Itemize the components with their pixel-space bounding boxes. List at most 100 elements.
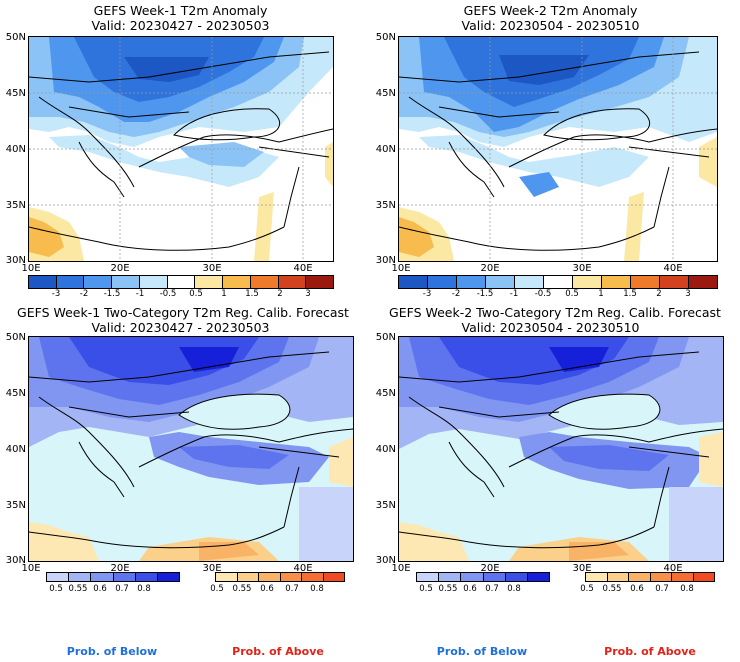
cbar-swatch bbox=[439, 573, 462, 581]
above-tick: 0.55 bbox=[232, 584, 252, 594]
cbar-swatch bbox=[195, 276, 224, 288]
panel-1-lon-40e: 40E bbox=[293, 263, 313, 274]
below-tick: 0.7 bbox=[115, 584, 129, 594]
cbar-swatch bbox=[306, 276, 334, 288]
panel-4-lon-40e: 40E bbox=[663, 563, 683, 574]
panel-1-lat-50n: 50N bbox=[5, 32, 26, 43]
panel-4-lon-30e: 30E bbox=[572, 563, 592, 574]
cbar-tick: 0.5 bbox=[189, 289, 203, 299]
cbar-tick: -3 bbox=[422, 289, 432, 299]
panel-1-anomaly-colorbar bbox=[28, 275, 334, 289]
panel-4-below-colorbar bbox=[416, 572, 550, 582]
panel-4-lat-40n: 40N bbox=[375, 444, 396, 455]
cbar-tick: 1.5 bbox=[623, 289, 637, 299]
panel-1-lon-20e: 20E bbox=[110, 263, 130, 274]
below-tick: 0.5 bbox=[49, 584, 63, 594]
panel-3-lon-40e: 40E bbox=[293, 563, 313, 574]
cbar-tick: 1 bbox=[221, 289, 227, 299]
cbar-swatch bbox=[223, 276, 251, 288]
panel-2-lat-50n: 50N bbox=[375, 32, 396, 43]
panel-1-lat-45n: 45N bbox=[5, 88, 26, 99]
below-tick: 0.8 bbox=[507, 584, 521, 594]
below-tick: 0.6 bbox=[93, 584, 107, 594]
below-tick: 0.55 bbox=[438, 584, 458, 594]
panel-2-lat-45n: 45N bbox=[375, 88, 396, 99]
cbar-swatch bbox=[139, 276, 168, 288]
cbar-tick: 0.5 bbox=[565, 289, 579, 299]
panel-4-valid: Valid: 20230504 - 20230510 bbox=[461, 320, 640, 335]
below-tick: 0.5 bbox=[419, 584, 433, 594]
cbar-swatch bbox=[457, 276, 486, 288]
cbar-tick: -0.5 bbox=[534, 289, 552, 299]
cbar-tick: 3 bbox=[305, 289, 311, 299]
panel-3-lat-30n: 30N bbox=[5, 555, 26, 566]
panel-3-valid: Valid: 20230427 - 20230503 bbox=[91, 320, 270, 335]
cbar-swatch bbox=[602, 276, 631, 288]
panel-2-map bbox=[398, 36, 718, 262]
cbar-swatch bbox=[157, 573, 180, 581]
panel-3-lon-20e: 20E bbox=[110, 563, 130, 574]
cbar-swatch bbox=[47, 573, 70, 581]
above-tick: 0.8 bbox=[310, 584, 324, 594]
cbar-tick: -1 bbox=[509, 289, 519, 299]
panel-3-lon-30e: 30E bbox=[202, 563, 222, 574]
cbar-swatch bbox=[650, 573, 672, 581]
cbar-swatch bbox=[428, 276, 457, 288]
cbar-swatch bbox=[629, 573, 651, 581]
above-tick: 0.55 bbox=[602, 584, 622, 594]
panel-1-title: GEFS Week-1 T2m Anomaly bbox=[93, 3, 268, 18]
cbar-tick: -1 bbox=[135, 289, 145, 299]
cbar-swatch bbox=[515, 276, 544, 288]
panel-1-lat-30n: 30N bbox=[5, 255, 26, 266]
panel-4-lon-20e: 20E bbox=[480, 563, 500, 574]
cbar-swatch bbox=[544, 276, 573, 288]
above-tick: 0.6 bbox=[630, 584, 644, 594]
panel-4-below-caption: Prob. of Below bbox=[436, 645, 528, 658]
cbar-swatch bbox=[417, 573, 440, 581]
cbar-swatch bbox=[607, 573, 629, 581]
cbar-swatch bbox=[29, 276, 57, 288]
cbar-swatch bbox=[505, 573, 528, 581]
panel-1-lat-35n: 35N bbox=[5, 200, 26, 211]
below-tick: 0.55 bbox=[68, 584, 88, 594]
cbar-swatch bbox=[69, 573, 92, 581]
cbar-tick: 1 bbox=[598, 289, 604, 299]
panel-1-lat-40n: 40N bbox=[5, 144, 26, 155]
panel-2-lon-40e: 40E bbox=[663, 263, 683, 274]
panel-3-below-caption: Prob. of Below bbox=[66, 645, 158, 658]
cbar-tick: -3 bbox=[51, 289, 61, 299]
panel-4-lat-50n: 50N bbox=[375, 332, 396, 343]
panel-2-anomaly-colorbar bbox=[398, 275, 718, 289]
above-tick: 0.6 bbox=[260, 584, 274, 594]
cbar-swatch bbox=[302, 573, 324, 581]
cbar-swatch bbox=[323, 573, 344, 581]
cbar-swatch bbox=[660, 276, 689, 288]
cbar-swatch bbox=[631, 276, 660, 288]
cbar-tick: -2 bbox=[79, 289, 89, 299]
panel-1-map bbox=[28, 36, 334, 262]
cbar-swatch bbox=[237, 573, 259, 581]
cbar-swatch bbox=[483, 573, 506, 581]
cbar-swatch bbox=[672, 573, 694, 581]
panel-3-above-caption: Prob. of Above bbox=[232, 645, 324, 658]
panel-2-lat-30n: 30N bbox=[375, 255, 396, 266]
above-tick: 0.5 bbox=[210, 584, 224, 594]
above-tick: 0.5 bbox=[580, 584, 594, 594]
cbar-swatch bbox=[689, 276, 717, 288]
panel-3-lat-50n: 50N bbox=[5, 332, 26, 343]
below-tick: 0.8 bbox=[137, 584, 151, 594]
panel-1-lon-30e: 30E bbox=[202, 263, 222, 274]
panel-1-valid: Valid: 20230427 - 20230503 bbox=[91, 18, 270, 33]
above-tick: 0.7 bbox=[655, 584, 669, 594]
above-tick: 0.7 bbox=[285, 584, 299, 594]
cbar-tick: 3 bbox=[685, 289, 691, 299]
cbar-swatch bbox=[84, 276, 113, 288]
cbar-swatch bbox=[216, 573, 238, 581]
cbar-swatch bbox=[167, 276, 196, 288]
panel-3-lat-45n: 45N bbox=[5, 388, 26, 399]
cbar-swatch bbox=[693, 573, 714, 581]
panel-3-below-colorbar bbox=[46, 572, 180, 582]
panel-3-lat-35n: 35N bbox=[5, 500, 26, 511]
cbar-tick: 2 bbox=[277, 289, 283, 299]
cbar-tick: -2 bbox=[451, 289, 461, 299]
